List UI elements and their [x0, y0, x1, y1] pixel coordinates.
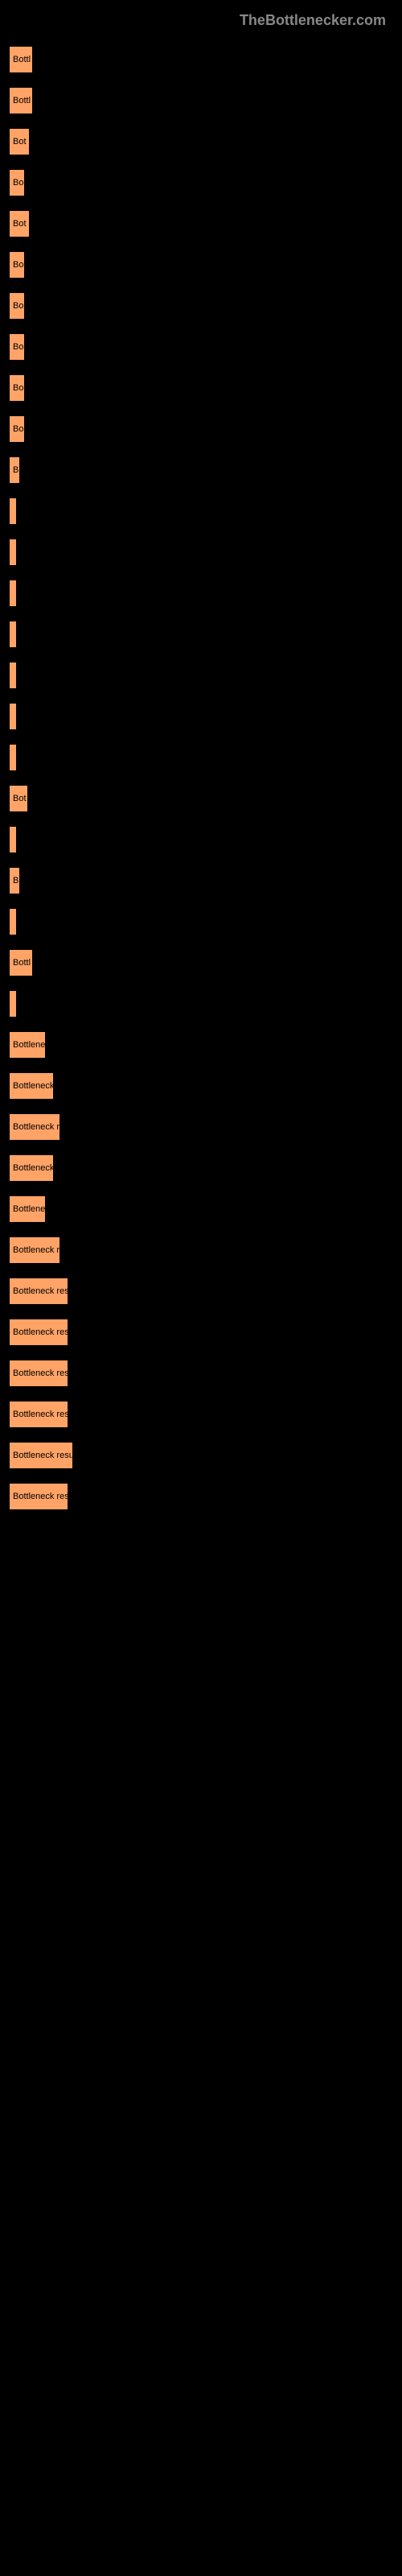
bar-row: Bo [8, 415, 394, 444]
bar-row [8, 989, 394, 1018]
bar: Bo [8, 291, 26, 320]
bar: Bottleneck res [8, 1359, 69, 1388]
bar-row: Bottleneck r [8, 1113, 394, 1141]
bar-row: Bottleneck res [8, 1400, 394, 1429]
bar-row: B [8, 456, 394, 485]
bar-row: Bottleneck r [8, 1236, 394, 1265]
bar-row: Bottleneck res [8, 1277, 394, 1306]
bar [8, 907, 18, 936]
bar: Bo [8, 415, 26, 444]
bar-row [8, 743, 394, 772]
bar: Bo [8, 168, 26, 197]
bar: Bottleneck res [8, 1400, 69, 1429]
bar: B [8, 456, 21, 485]
bar-row: Bottl [8, 948, 394, 977]
bar-row: Bo [8, 374, 394, 402]
bar: Bottleneck res [8, 1277, 69, 1306]
bar: Bo [8, 374, 26, 402]
bar: B [8, 866, 21, 895]
bar-row [8, 579, 394, 608]
bar [8, 989, 18, 1018]
bar [8, 538, 18, 567]
bar-row: Bottlene [8, 1195, 394, 1224]
bar-row [8, 661, 394, 690]
bar [8, 497, 18, 526]
bar: Bot [8, 127, 31, 156]
bar-row: Bo [8, 332, 394, 361]
bar: Bottleneck [8, 1154, 55, 1183]
bar-row [8, 907, 394, 936]
bar-row: Bottl [8, 45, 394, 74]
bar-chart: Bottl Bottl Bot Bo Bot Bo Bo Bo Bo Bo B Bot B Bottl Bo… [8, 45, 394, 1511]
bar [8, 702, 18, 731]
bar-row [8, 497, 394, 526]
bar: Bo [8, 332, 26, 361]
bar: Bot [8, 209, 31, 238]
bar-row: Bottleneck resu [8, 1441, 394, 1470]
bar: Bottleneck res [8, 1318, 69, 1347]
bar-row: Bottleneck [8, 1154, 394, 1183]
bar [8, 661, 18, 690]
bar-row: Bottleneck res [8, 1318, 394, 1347]
bar [8, 620, 18, 649]
bar [8, 743, 18, 772]
bar [8, 825, 18, 854]
bar-row [8, 825, 394, 854]
bar: Bottleneck r [8, 1236, 61, 1265]
bar-row: Bot [8, 209, 394, 238]
bar: Bo [8, 250, 26, 279]
bar-row: Bottlene [8, 1030, 394, 1059]
bar-row: B [8, 866, 394, 895]
bar: Bot [8, 784, 29, 813]
logo-watermark: TheBottlenecker.com [8, 8, 394, 33]
bar: Bottlene [8, 1195, 47, 1224]
bar: Bottl [8, 86, 34, 115]
bar-row: Bo [8, 291, 394, 320]
bar-row [8, 538, 394, 567]
bar-row: Bottl [8, 86, 394, 115]
bar: Bottleneck res [8, 1482, 69, 1511]
bar-row [8, 702, 394, 731]
bar-row: Bo [8, 250, 394, 279]
bar: Bottleneck [8, 1071, 55, 1100]
bar: Bottl [8, 45, 34, 74]
bar-row: Bot [8, 127, 394, 156]
bar: Bottleneck r [8, 1113, 61, 1141]
bar-row: Bottleneck [8, 1071, 394, 1100]
bar [8, 579, 18, 608]
bar: Bottlene [8, 1030, 47, 1059]
bar: Bottl [8, 948, 34, 977]
bar: Bottleneck resu [8, 1441, 74, 1470]
bar-row: Bottleneck res [8, 1359, 394, 1388]
bar-row: Bottleneck res [8, 1482, 394, 1511]
bar-row [8, 620, 394, 649]
bar-row: Bo [8, 168, 394, 197]
bar-row: Bot [8, 784, 394, 813]
